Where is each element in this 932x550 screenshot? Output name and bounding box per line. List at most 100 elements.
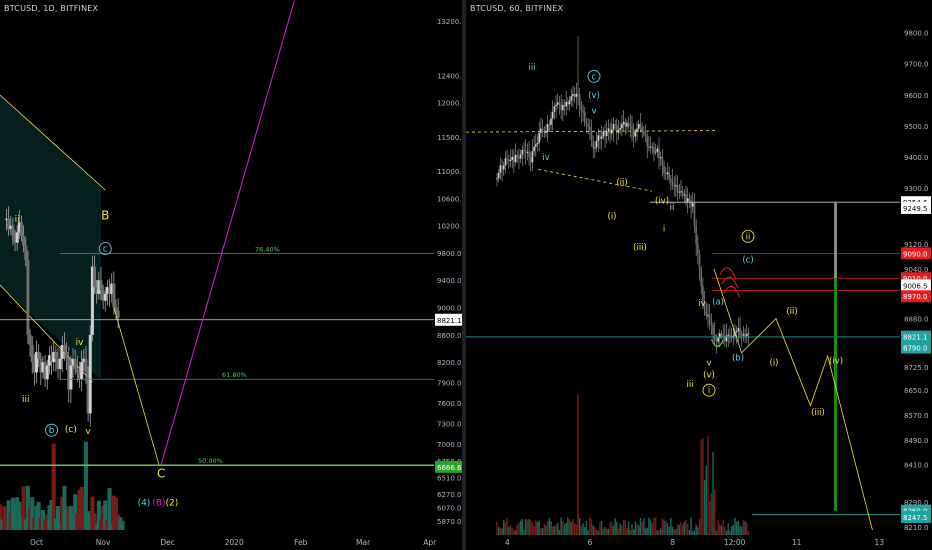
candle-body [80,362,84,380]
candle-body [50,355,54,363]
volume-bar [638,525,640,535]
volume-bar [36,502,41,530]
candle-body [524,150,527,153]
candle-body [563,104,566,107]
candle-body [639,124,642,127]
volume-bar [700,439,702,535]
volume-bar [79,486,84,530]
volume-bar [651,522,653,535]
candle-body [675,185,677,187]
candle-body [501,165,503,170]
x-tick-label: Apr [423,538,437,547]
candle-body [690,200,692,207]
volume-bar [560,517,562,535]
volume-bar [49,499,54,530]
volume-bar [714,488,716,535]
candle-body [610,129,613,134]
wave-label: (c) [742,256,753,266]
wave-label: (v) [703,371,715,381]
x-tick-label: Mar [356,538,371,547]
volume-bar [666,523,669,535]
candle-body [108,287,112,294]
hourly-chart-canvas[interactable]: 9800.0 9700.0 9600.0 9500.0 9400.0 9300.0 9120… [466,0,932,550]
candle-body [636,128,638,132]
candle-body [671,181,674,186]
wave-label: ii [15,215,20,225]
candle-body [545,131,547,133]
candle-body [666,172,669,175]
volume-bar [523,530,525,535]
y-tick-label: 6270.0 [437,491,462,499]
candle-body [518,156,520,159]
candle-body [97,280,101,294]
daily-chart-canvas[interactable]: 13200.0 12400.0 12000.0 11500.0 11000.0 10600… [0,0,462,550]
volume-bar [30,497,35,530]
y-tick-label: 11000.0 [437,168,462,176]
candle-body [572,94,574,97]
candle-body [90,266,94,335]
wave-label: (i) [770,358,779,368]
candle-body [686,198,689,202]
wave-label: v [591,106,596,116]
candle-body [47,355,51,366]
volume-bar [546,521,549,535]
volume-bar [621,525,623,535]
candle-body [654,151,657,153]
volume-bar [531,522,534,535]
candle-body [13,235,17,243]
volume-bar [602,528,605,535]
candle-body [742,333,745,336]
candle-body [22,235,26,247]
wave-label: iv [698,299,705,309]
wave-label: c [103,245,108,255]
daily-chart-panel[interactable]: BTCUSD, 1D, BITFINEX 13200.0 12400.0 12000… [0,0,462,550]
candle-body [4,218,8,220]
candle-body [82,358,86,363]
y-tick-label: 9800.0 [904,30,929,38]
candle-body [550,118,552,125]
candle-body [103,293,107,301]
volume-bar [64,506,69,530]
volume-bar [499,527,502,535]
candle-body [745,334,748,337]
candle-body [693,203,696,226]
candle-body [663,165,665,174]
candle-body [30,345,34,363]
candle-body [39,358,43,373]
fib-level-label: 50.00% [198,457,223,465]
wave-circle [98,242,112,256]
fib-level-label: 61.80% [222,371,247,379]
volume-bar [676,523,679,535]
candle-body [114,307,118,311]
volume-bar [553,526,556,535]
candle-body [697,243,699,255]
volume-bar [708,501,711,535]
volume-bar [73,494,78,530]
volume-bar [594,526,596,535]
volume-bar [735,521,738,535]
volume-bar [680,522,682,535]
volume-bar [653,518,655,535]
wave-label: (B) [152,499,165,509]
candle-body [681,191,684,196]
candle-body [54,351,58,359]
volume-bar [114,497,119,530]
candle-body [101,290,105,301]
candle-body [19,222,23,236]
wave-label: ii [746,232,751,242]
volume-bar [555,524,557,535]
y-tick-label: 8600.0 [437,332,462,340]
y-tick-label: 9000.0 [437,305,462,313]
candle-body [646,136,649,147]
volume-bar [702,438,704,535]
wave-label: iii [528,63,535,73]
candle-body [497,172,500,179]
panel-divider[interactable] [462,0,466,550]
volume-bar [584,526,586,535]
volume-bar [585,520,588,535]
hourly-chart-panel[interactable]: BTCUSD, 60, BITFINEX 9800.0 9700.0 9600.0 9… [466,0,932,550]
volume-bar [734,518,736,535]
volume-bar [567,517,569,535]
y-tick-label: 12400.0 [437,72,462,80]
candle-body [700,269,703,286]
